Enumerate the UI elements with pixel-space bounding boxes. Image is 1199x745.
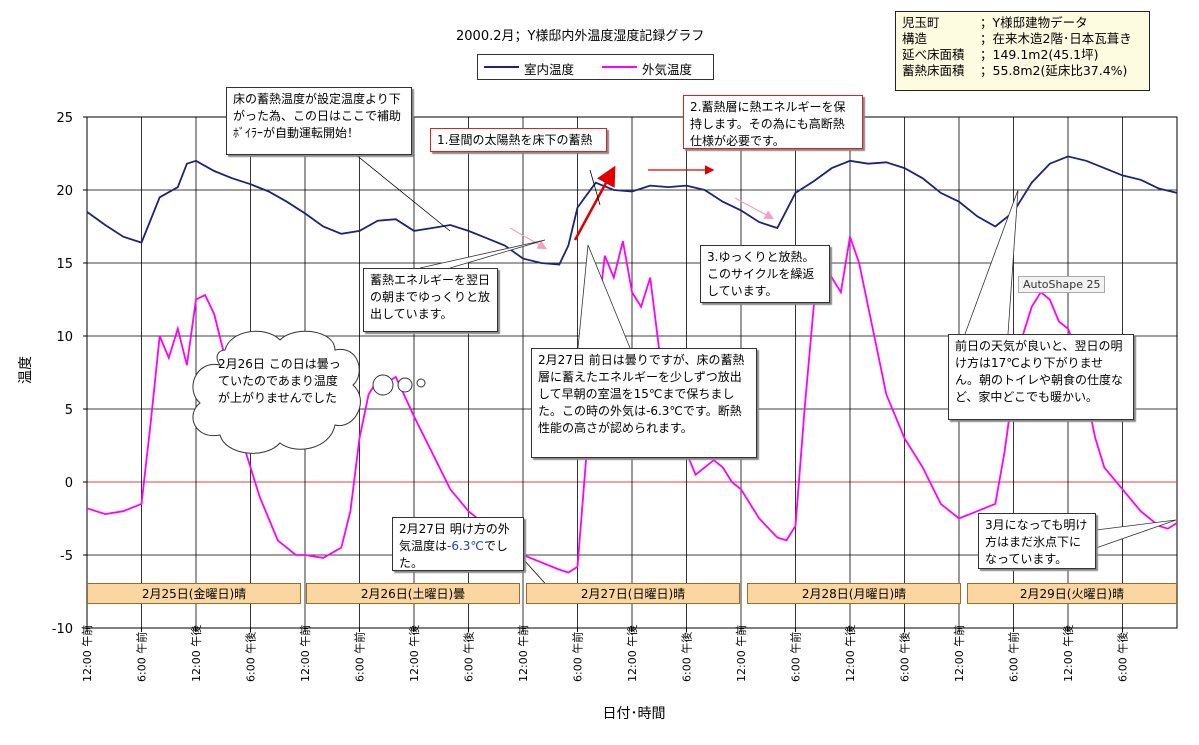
autoshape-label: AutoShape 25 — [1018, 276, 1106, 293]
y-axis: 25 20 15 10 5 0 -5 -10 — [52, 111, 87, 637]
y-tick-label: 25 — [56, 111, 73, 126]
x-tick-label: 12:00 午後 — [189, 625, 203, 682]
y-axis-label: 温度 — [18, 356, 34, 384]
note-feb27-detail: 2月27日 前日は曇りですが、床の蓄熱層に蓄えたエネルギーを少しずつ放出して早朝… — [531, 348, 757, 458]
x-tick-label: 6:00 午後 — [898, 632, 912, 682]
x-tick-label: 6:00 午前 — [135, 632, 149, 682]
x-tick-label: 12:00 午前 — [298, 625, 312, 682]
legend-indoor-label: 室内温度 — [524, 62, 575, 77]
legend: 室内温度 外気温度 — [477, 54, 714, 80]
note-solar-storage: 1.昼間の太陽熱を床下の蓄熱 — [430, 128, 607, 152]
legend-indoor-swatch — [484, 66, 519, 68]
y-tick-label: 10 — [56, 330, 73, 345]
x-tick-label: 6:00 午前 — [571, 632, 585, 682]
day-label: 2月25日(金曜日)晴 — [87, 583, 301, 604]
x-tick-label: 12:00 午後 — [1061, 625, 1075, 682]
x-tick-label: 12:00 午前 — [80, 625, 94, 682]
x-tick-label: 12:00 午前 — [734, 625, 748, 682]
annotation-arrows — [349, 149, 1177, 601]
callout-pointer — [964, 189, 1019, 335]
day-label: 2月26日(土曜日)曇 — [306, 583, 520, 604]
thought-cloud — [192, 330, 426, 454]
callout-pointer — [1095, 519, 1177, 549]
info-row: 児玉町 ；Y様邸建物データ — [902, 15, 1088, 30]
note-warm-morning: 前日の天気が良いと、翌日の明け方は17℃より下がりません。朝のトイレや朝食の仕度… — [948, 334, 1134, 420]
x-tick-label: 6:00 午前 — [789, 632, 803, 682]
note-feb26-cloudy: 2月26日 この日は曇っていたのであまり温度が上がりませんでした — [218, 357, 341, 405]
x-tick-label: 12:00 午後 — [407, 625, 421, 682]
x-tick-label: 12:00 午前 — [952, 625, 966, 682]
x-tick-label: 6:00 午後 — [244, 632, 258, 682]
x-axis: 12:00 午前 6:00 午前 12:00 午後 6:00 午後 12:00 午前 6:… — [80, 625, 1130, 682]
x-tick-label: 6:00 午後 — [1116, 632, 1130, 682]
y-tick-label: 0 — [65, 476, 73, 491]
info-row: 延べ床面積 ；149.1m2(45.1坪) — [902, 47, 1099, 62]
legend-outdoor-label: 外気温度 — [642, 62, 693, 77]
y-tick-label: 20 — [56, 184, 73, 199]
charge-arrow — [573, 165, 616, 241]
x-tick-label: 12:00 午後 — [843, 625, 857, 682]
note-feb27-dawn: 2月27日 明け方の外気温度は-6.3℃でした。 — [392, 517, 524, 571]
leader-line — [349, 149, 451, 232]
chart-title: 2000.2月；Y様邸内外温度湿度記録グラフ — [456, 29, 705, 44]
x-tick-label: 12:00 午後 — [625, 625, 639, 682]
day-label: 2月29日(火曜日)晴 — [967, 583, 1177, 604]
series-line — [86, 155, 1178, 266]
series-lines — [86, 155, 1178, 574]
x-tick-label: 6:00 午前 — [353, 632, 367, 682]
release-arrow — [734, 197, 775, 220]
note-heat-retention: 2.蓄熱層に熱エネルギーを保持します。その為にも高断熱仕様が必要です。 — [683, 95, 863, 149]
x-tick-label: 6:00 午後 — [680, 632, 694, 682]
day-label: 2月27日(日曜日)晴 — [526, 583, 740, 604]
note-boiler: 床の蓄熱温度が設定温度より下がった為、この日はここで補助ﾎﾞｲﾗｰが自動運転開始… — [226, 87, 412, 155]
y-tick-label: -10 — [52, 622, 73, 637]
callout-pointer — [419, 239, 546, 269]
x-tick-label: 6:00 午後 — [462, 632, 476, 682]
x-tick-label: 12:00 午前 — [516, 625, 530, 682]
info-row: 構造 ；在来木造2階･日本瓦葺き — [902, 31, 1132, 46]
leader-line — [589, 169, 601, 206]
note-march-freezing: 3月になっても明け方はまだ氷点下になっています。 — [978, 513, 1096, 569]
series-line — [86, 236, 1178, 574]
building-info-box: 児玉町 ；Y様邸建物データ 構造 ；在来木造2階･日本瓦葺き 延べ床面積 ；149.1… — [895, 11, 1150, 91]
y-tick-label: 15 — [56, 257, 73, 272]
y-tick-label: 5 — [65, 403, 73, 418]
info-row: 蓄熱床面積 ；55.8m2(延床比37.4%) — [902, 63, 1128, 78]
y-tick-label: -5 — [60, 549, 73, 564]
note-slow-release: 蓄熱エネルギーを翌日の朝までゆっくりと放出しています。 — [363, 268, 498, 332]
day-label: 2月28日(月曜日)晴 — [747, 583, 961, 604]
note-cycle: 3.ゆっくりと放熱。このサイクルを繰返しています。 — [700, 245, 830, 303]
legend-outdoor-swatch — [602, 66, 637, 68]
release-arrow — [509, 227, 548, 250]
x-axis-label: 日付･時間 — [603, 706, 666, 722]
callout-pointer — [577, 244, 631, 349]
x-tick-label: 6:00 午前 — [1007, 632, 1021, 682]
